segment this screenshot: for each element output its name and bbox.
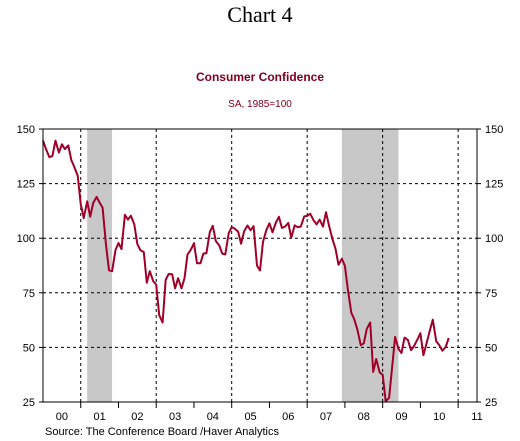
y-tick-label: 100 xyxy=(485,233,503,245)
series-layer xyxy=(42,139,450,403)
y-tick-label: 150 xyxy=(17,124,35,136)
y-tick-label: 25 xyxy=(485,397,497,409)
x-tick-label: 05 xyxy=(244,411,256,423)
chart-title: Consumer Confidence xyxy=(196,70,324,84)
x-tick-label: 04 xyxy=(207,411,219,423)
plot-frame xyxy=(42,128,478,403)
gridlines xyxy=(43,129,477,402)
x-tick-label: 06 xyxy=(282,411,294,423)
x-tick-label: 08 xyxy=(358,411,370,423)
recession-shading xyxy=(87,129,399,402)
recession-band-2 xyxy=(341,129,399,402)
page-heading: Chart 4 xyxy=(227,2,292,27)
y-tick-label: 50 xyxy=(23,342,35,354)
y-tick-label: 75 xyxy=(485,288,497,300)
y-tick-label: 125 xyxy=(485,179,503,191)
x-tick-label: 01 xyxy=(93,411,105,423)
y-axis-left: 25 50 75 100 125 150 xyxy=(17,124,35,409)
y-axis-right: 25 50 75 100 125 150 xyxy=(485,124,503,409)
y-tick-label: 100 xyxy=(17,233,35,245)
y-tick-label: 50 xyxy=(485,342,497,354)
axis-ticks xyxy=(39,128,481,408)
x-tick-label: 10 xyxy=(433,411,445,423)
chart-subtitle: SA, 1985=100 xyxy=(228,99,292,110)
x-tick-label: 03 xyxy=(169,411,181,423)
x-tick-label: 07 xyxy=(320,411,332,423)
y-tick-label: 150 xyxy=(485,124,503,136)
source-note: Source: The Conference Board /Haver Anal… xyxy=(45,426,279,438)
x-tick-label: 11 xyxy=(471,411,482,423)
x-tick-label: 00 xyxy=(56,411,68,423)
y-tick-label: 75 xyxy=(23,288,35,300)
x-tick-label: 02 xyxy=(131,411,143,423)
x-axis: 00 01 02 03 04 05 06 07 08 09 10 11 xyxy=(56,411,483,423)
y-tick-label: 125 xyxy=(17,179,35,191)
series-line-1 xyxy=(42,139,450,403)
y-tick-label: 25 xyxy=(23,397,35,409)
x-tick-label: 09 xyxy=(395,411,407,423)
